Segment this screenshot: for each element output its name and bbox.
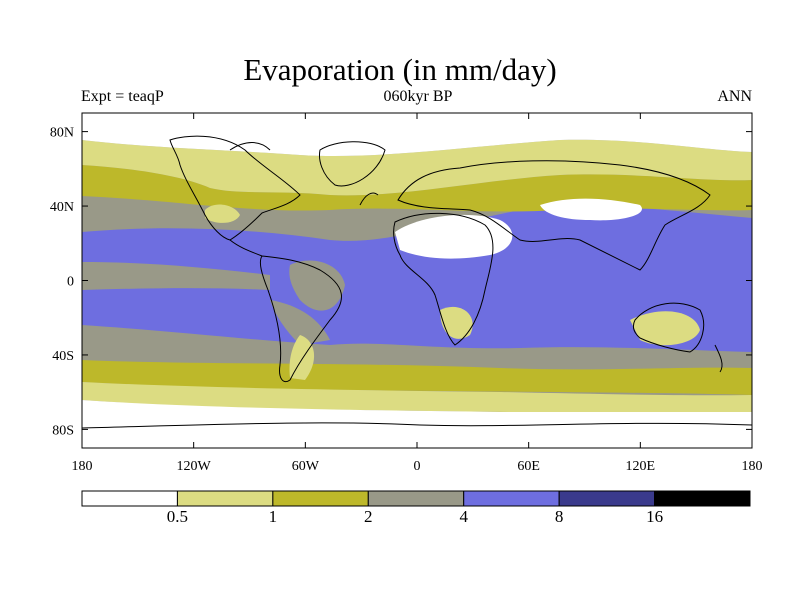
- lon-tick-label: 0: [414, 459, 421, 474]
- lat-tick-label: 40S: [52, 349, 74, 364]
- colorbar-swatch: [272, 490, 369, 507]
- lat-tick-label: 0: [67, 275, 74, 290]
- experiment-label: Expt = teaqP: [81, 88, 164, 105]
- lat-tick-label: 80S: [52, 423, 74, 438]
- colorbar-swatch: [558, 490, 656, 507]
- lon-tick-label: 120W: [177, 459, 212, 474]
- period-label: 060kyr BP: [383, 88, 453, 105]
- colorbar-swatch: [463, 490, 560, 507]
- colorbar-label: 16: [646, 507, 663, 526]
- colorbar-swatch: [81, 490, 178, 507]
- lat-tick-label: 80N: [50, 126, 74, 141]
- colorbar-label: 1: [269, 507, 278, 526]
- lon-tick-label: 120E: [626, 459, 656, 474]
- colorbar-swatch: [176, 490, 274, 507]
- lon-tick-label: 60E: [517, 459, 540, 474]
- colorbar-label: 8: [555, 507, 564, 526]
- lon-tick-label: 180: [72, 459, 93, 474]
- lat-tick-label: 40N: [50, 200, 74, 215]
- axis-ticks: 80N 40N 0 40S 80S 180 120W 60W 0 60E 120E 180: [50, 113, 763, 474]
- map-title: Evaporation (in mm/day): [243, 52, 557, 87]
- colorbar-swatch: [367, 490, 465, 507]
- colorbar-swatch: [654, 490, 751, 507]
- colorbar-label: 4: [459, 507, 468, 526]
- colorbar-label: 2: [364, 507, 373, 526]
- coastlines: [82, 135, 752, 429]
- colorbar: 0.5 1 2 4 8 16: [81, 490, 751, 526]
- evaporation-field: [82, 113, 752, 448]
- colorbar-label: 0.5: [167, 507, 188, 526]
- season-label: ANN: [717, 88, 752, 105]
- lon-tick-label: 60W: [292, 459, 320, 474]
- lon-tick-label: 180: [742, 459, 763, 474]
